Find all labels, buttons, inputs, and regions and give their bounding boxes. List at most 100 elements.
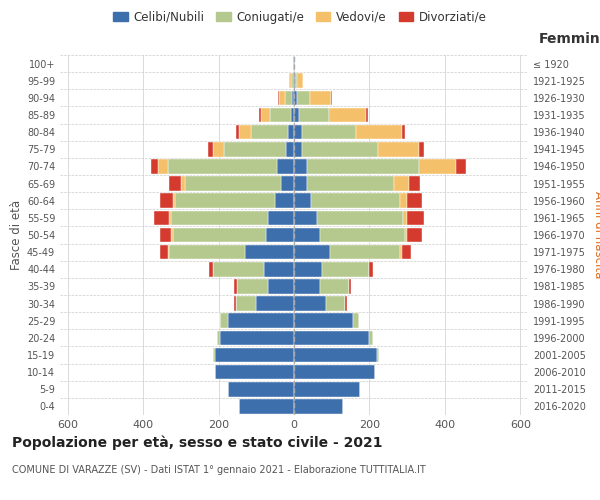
- Bar: [377, 348, 379, 362]
- Bar: [278, 90, 279, 105]
- Bar: [297, 74, 302, 88]
- Bar: [264, 262, 294, 276]
- Bar: [409, 176, 421, 191]
- Bar: [213, 348, 215, 362]
- Bar: [320, 279, 349, 293]
- Bar: [213, 262, 264, 276]
- Bar: [294, 382, 360, 396]
- Bar: [220, 330, 294, 345]
- Bar: [294, 296, 326, 311]
- Bar: [259, 108, 261, 122]
- Bar: [295, 74, 297, 88]
- Bar: [320, 228, 406, 242]
- Bar: [307, 176, 394, 191]
- Bar: [419, 142, 424, 156]
- Bar: [160, 245, 167, 260]
- Bar: [367, 108, 368, 122]
- Bar: [293, 56, 294, 71]
- Bar: [294, 74, 295, 88]
- Bar: [172, 228, 173, 242]
- Bar: [302, 142, 378, 156]
- Bar: [213, 142, 224, 156]
- Text: Popolazione per età, sesso e stato civile - 2021: Popolazione per età, sesso e stato civil…: [12, 435, 383, 450]
- Bar: [353, 314, 359, 328]
- Bar: [167, 159, 277, 174]
- Bar: [299, 108, 329, 122]
- Bar: [297, 90, 310, 105]
- Bar: [251, 125, 289, 140]
- Bar: [294, 194, 311, 208]
- Bar: [270, 108, 291, 122]
- Bar: [292, 90, 294, 105]
- Bar: [169, 176, 181, 191]
- Bar: [370, 330, 373, 345]
- Bar: [329, 108, 367, 122]
- Bar: [235, 279, 238, 293]
- Bar: [173, 228, 266, 242]
- Bar: [217, 330, 220, 345]
- Bar: [220, 314, 228, 328]
- Bar: [345, 296, 347, 311]
- Bar: [268, 279, 294, 293]
- Bar: [235, 296, 256, 311]
- Bar: [239, 399, 294, 413]
- Bar: [400, 194, 407, 208]
- Bar: [294, 159, 307, 174]
- Bar: [294, 399, 343, 413]
- Bar: [215, 365, 294, 380]
- Bar: [401, 245, 411, 260]
- Bar: [294, 125, 302, 140]
- Bar: [294, 262, 322, 276]
- Bar: [302, 125, 356, 140]
- Bar: [394, 176, 409, 191]
- Bar: [330, 245, 400, 260]
- Bar: [284, 90, 292, 105]
- Bar: [289, 74, 291, 88]
- Bar: [407, 210, 424, 225]
- Bar: [401, 125, 404, 140]
- Y-axis label: Anni di nascita: Anni di nascita: [592, 192, 600, 278]
- Bar: [160, 228, 172, 242]
- Bar: [293, 74, 294, 88]
- Legend: Celibi/Nubili, Coniugati/e, Vedovi/e, Divorziati/e: Celibi/Nubili, Coniugati/e, Vedovi/e, Di…: [109, 6, 491, 28]
- Y-axis label: Fasce di età: Fasce di età: [10, 200, 23, 270]
- Bar: [294, 348, 377, 362]
- Bar: [419, 159, 456, 174]
- Bar: [291, 74, 293, 88]
- Bar: [245, 245, 294, 260]
- Bar: [266, 228, 294, 242]
- Bar: [403, 210, 407, 225]
- Bar: [275, 194, 294, 208]
- Bar: [151, 159, 158, 174]
- Bar: [294, 142, 302, 156]
- Bar: [286, 142, 294, 156]
- Bar: [238, 279, 268, 293]
- Bar: [294, 365, 375, 380]
- Bar: [407, 194, 422, 208]
- Bar: [406, 228, 407, 242]
- Bar: [311, 194, 400, 208]
- Bar: [331, 90, 332, 105]
- Bar: [261, 108, 270, 122]
- Bar: [294, 108, 299, 122]
- Bar: [326, 296, 345, 311]
- Bar: [378, 142, 419, 156]
- Bar: [185, 176, 281, 191]
- Bar: [294, 314, 353, 328]
- Bar: [294, 56, 295, 71]
- Bar: [160, 194, 173, 208]
- Bar: [154, 210, 169, 225]
- Bar: [407, 228, 422, 242]
- Bar: [310, 90, 331, 105]
- Bar: [317, 210, 403, 225]
- Bar: [181, 176, 185, 191]
- Bar: [294, 279, 320, 293]
- Bar: [294, 210, 317, 225]
- Bar: [356, 125, 401, 140]
- Bar: [224, 142, 286, 156]
- Bar: [370, 262, 373, 276]
- Bar: [239, 125, 251, 140]
- Bar: [235, 125, 239, 140]
- Bar: [289, 125, 294, 140]
- Bar: [215, 348, 294, 362]
